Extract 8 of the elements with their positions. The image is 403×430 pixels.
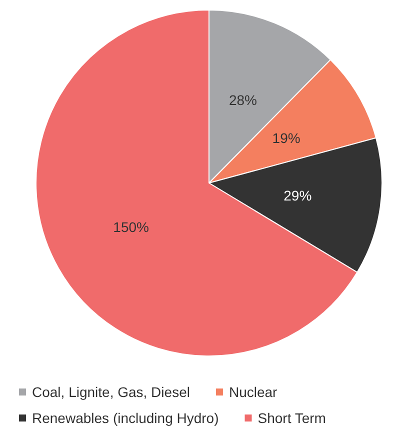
data-label: 19% bbox=[272, 130, 300, 146]
data-label: 29% bbox=[284, 187, 312, 204]
legend-label: Nuclear bbox=[228, 384, 278, 400]
legend-label: Coal, Lignite, Gas, Diesel bbox=[32, 384, 190, 400]
legend-label: Renewables (including Hydro) bbox=[32, 410, 219, 426]
data-label: 150% bbox=[113, 219, 149, 236]
data-label: 28% bbox=[228, 92, 257, 108]
legend-label: Short Term bbox=[258, 410, 326, 426]
